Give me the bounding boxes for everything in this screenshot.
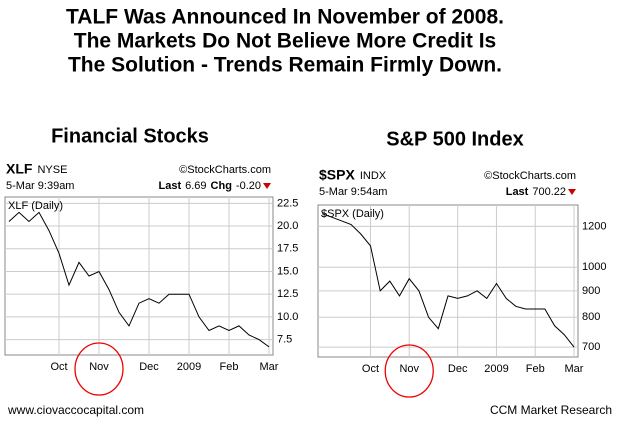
chart-title: S&P 500 Index (386, 128, 523, 150)
exchange: NYSE (37, 164, 67, 176)
highlight-circle (384, 344, 434, 398)
x-tick-label: 2009 (484, 363, 508, 375)
source: ©StockCharts.com (179, 164, 271, 176)
exchange: INDX (360, 170, 387, 182)
source: ©StockCharts.com (484, 170, 576, 182)
y-tick-label: 20.0 (277, 220, 298, 232)
x-tick-label: Mar (260, 361, 279, 373)
last-label: Last (506, 186, 529, 198)
headline: The Solution - Trends Remain Firmly Down… (68, 54, 502, 77)
x-tick-label: 2009 (177, 361, 201, 373)
headline: The Markets Do Not Believe More Credit I… (74, 30, 496, 53)
x-tick-label: Nov (399, 363, 419, 375)
symbol: $SPX (319, 167, 355, 183)
x-tick-label: Oct (50, 361, 67, 373)
timestamp: 5-Mar 9:54am (319, 186, 387, 198)
timestamp: 5-Mar 9:39am (6, 180, 74, 192)
x-tick-label: Oct (362, 363, 379, 375)
last-label: Last (158, 180, 181, 192)
last-value: 6.69 (185, 180, 206, 192)
x-tick-label: Feb (526, 363, 545, 375)
y-tick-label: 12.5 (277, 288, 298, 300)
y-tick-label: 17.5 (277, 243, 298, 255)
y-tick-label: 800 (582, 311, 600, 323)
chg-label: Chg (211, 180, 232, 192)
x-tick-label: Dec (448, 363, 468, 375)
x-tick-label: Mar (565, 363, 584, 375)
series-legend: XLF (Daily) (8, 200, 63, 212)
x-tick-label: Dec (139, 361, 159, 373)
marker (263, 183, 271, 189)
y-tick-label: 22.5 (277, 197, 298, 209)
marker (568, 189, 576, 195)
plot-area (317, 204, 579, 358)
chg-value: -0.20 (236, 180, 261, 192)
highlight-circle (74, 342, 124, 396)
y-tick-label: 900 (582, 285, 600, 297)
footer-left: www.ciovaccocapital.com (7, 403, 144, 417)
chart-title: Financial Stocks (51, 125, 209, 147)
x-tick-label: Feb (220, 361, 239, 373)
y-tick-label: 1200 (582, 220, 606, 232)
y-tick-label: 15.0 (277, 265, 298, 277)
plot-area (4, 196, 274, 356)
x-tick-label: Nov (89, 361, 109, 373)
y-tick-label: 7.5 (277, 333, 292, 345)
series-line (321, 213, 575, 348)
y-tick-label: 1000 (582, 261, 606, 273)
headline: TALF Was Announced In November of 2008. (66, 6, 504, 29)
series-legend: $SPX (Daily) (321, 208, 384, 220)
y-tick-label: 10.0 (277, 311, 298, 323)
symbol: XLF (6, 161, 33, 177)
last-value: 700.22 (532, 186, 566, 198)
y-tick-label: 700 (582, 341, 600, 353)
series-line (8, 211, 270, 348)
footer-right: CCM Market Research (490, 403, 612, 417)
